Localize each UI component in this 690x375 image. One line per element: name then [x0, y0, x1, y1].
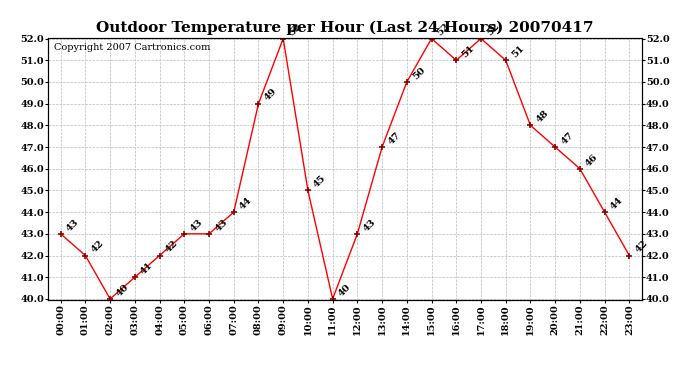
- Text: 43: 43: [362, 217, 377, 233]
- Text: 42: 42: [633, 239, 649, 255]
- Text: 43: 43: [65, 217, 81, 233]
- Text: 42: 42: [90, 239, 106, 255]
- Text: 44: 44: [609, 195, 624, 211]
- Text: 44: 44: [238, 195, 254, 211]
- Text: 51: 51: [510, 44, 526, 60]
- Text: 47: 47: [560, 130, 575, 146]
- Text: 43: 43: [188, 217, 204, 233]
- Text: 40: 40: [115, 282, 130, 298]
- Text: 52: 52: [435, 22, 452, 38]
- Text: 42: 42: [164, 239, 179, 255]
- Title: Outdoor Temperature per Hour (Last 24 Hours) 20070417: Outdoor Temperature per Hour (Last 24 Ho…: [96, 21, 594, 35]
- Text: 51: 51: [460, 44, 476, 60]
- Text: 46: 46: [584, 152, 600, 168]
- Text: 52: 52: [485, 22, 501, 38]
- Text: 40: 40: [337, 282, 353, 298]
- Text: 48: 48: [535, 109, 551, 124]
- Text: Copyright 2007 Cartronics.com: Copyright 2007 Cartronics.com: [55, 43, 210, 52]
- Text: 41: 41: [139, 261, 155, 276]
- Text: 49: 49: [263, 87, 279, 103]
- Text: 50: 50: [411, 65, 427, 81]
- Text: 43: 43: [213, 217, 229, 233]
- Text: 52: 52: [287, 22, 304, 38]
- Text: 47: 47: [386, 130, 402, 146]
- Text: 45: 45: [312, 174, 328, 190]
